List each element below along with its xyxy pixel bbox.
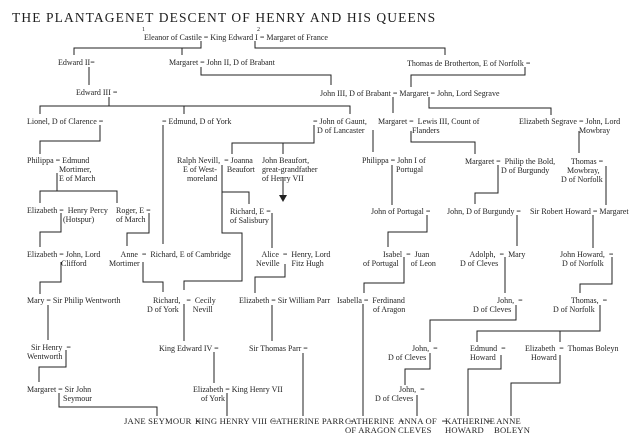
queen-label-line: BOLEYN bbox=[487, 425, 531, 435]
person-node: Alice = Henry, Lord bbox=[256, 250, 331, 259]
person-node: John, = bbox=[473, 296, 523, 305]
marriage-number-1: 1 bbox=[142, 27, 145, 33]
person-node: Ralph Nevill, = Joanna bbox=[177, 156, 253, 165]
person-node-line: Howard bbox=[470, 353, 496, 362]
person-node: Sir Thomas Parr = bbox=[249, 344, 308, 353]
queen-label: KATHERINE bbox=[445, 416, 496, 426]
person-node: John, = bbox=[388, 344, 438, 353]
person-node-line: of Salisbury bbox=[230, 216, 269, 225]
person-node: Sir Robert Howard = Margaret bbox=[530, 207, 629, 216]
person-node-line: Clifford bbox=[27, 259, 87, 268]
person-node-line: Mowbray bbox=[519, 126, 611, 135]
person-node-line: moreland bbox=[177, 174, 218, 183]
queen-label-line: CLEVES bbox=[398, 425, 432, 435]
person-node: = Edmund, D of York bbox=[162, 117, 232, 126]
queen-label: CATHERINE PARR = bbox=[270, 416, 355, 426]
person-node-line: D of Burgundy bbox=[465, 166, 550, 175]
person-node: Anne = Richard, E of Cambridge bbox=[109, 250, 231, 259]
person-node: Elizabeth = John, Lord bbox=[27, 250, 101, 259]
person-node-line: Mortimer, bbox=[27, 165, 92, 174]
queen-label: CATHERINE = bbox=[345, 416, 405, 426]
chart-title: THE PLANTAGENET DESCENT OF HENRY AND HIS… bbox=[12, 10, 437, 25]
person-node-line: Seymour bbox=[27, 394, 92, 403]
queen-label-line: HOWARD bbox=[445, 425, 484, 435]
person-node: Elizabeth Segrave = John, Lord bbox=[519, 117, 621, 126]
person-node-line: D of Norfolk bbox=[553, 305, 595, 314]
person-node-line: D of Lancaster bbox=[313, 126, 365, 135]
person-node-line: D of Cleves bbox=[460, 259, 499, 268]
person-node-line: D of Cleves bbox=[388, 353, 427, 362]
person-node: John, = bbox=[375, 385, 425, 394]
person-node: Margaret = Lewis III, Count of bbox=[378, 117, 480, 126]
person-node-line: Mortimer bbox=[109, 259, 140, 268]
marriage-number-2: 2 bbox=[257, 27, 260, 33]
person-node: = John of Gaunt, bbox=[313, 117, 367, 126]
person-node-line: of Portugal of Leon bbox=[363, 259, 436, 268]
person-node: John of Portugal = bbox=[371, 207, 431, 216]
down-arrow-icon bbox=[279, 195, 287, 202]
person-node: Thomas = bbox=[561, 157, 604, 166]
person-node: Eleanor of Castile = King Edward I = Mar… bbox=[144, 33, 328, 42]
person-node: Philippa = John I of bbox=[362, 156, 426, 165]
person-node-line: D of Norfolk bbox=[561, 175, 603, 184]
queen-label: = ANNE bbox=[487, 416, 521, 426]
person-node: Isabel = Juan bbox=[363, 250, 430, 259]
person-node: Isabella = Ferdinand bbox=[337, 296, 405, 305]
person-node: Margaret = Sir John bbox=[27, 385, 92, 394]
person-node-line: D of Cleves bbox=[473, 305, 512, 314]
queen-label: KING HENRY VIII = bbox=[195, 416, 277, 426]
person-node: Thomas de Brotherton, E of Norfolk = bbox=[407, 59, 531, 68]
person-node: Adolph, = Mary bbox=[460, 250, 526, 259]
person-node-line: of York bbox=[193, 394, 226, 403]
person-node-line: of March bbox=[116, 215, 146, 224]
person-node-line: Portugal bbox=[362, 165, 424, 174]
queen-label: ANNA OF = bbox=[398, 416, 447, 426]
person-node-line: of Aragon bbox=[337, 305, 406, 314]
person-node-line: great-grandfather bbox=[262, 165, 318, 174]
person-node-line: Neville Fitz Hugh bbox=[256, 259, 324, 268]
person-node: John III, D of Brabant = Margaret = John… bbox=[320, 89, 500, 98]
person-node-line: D of Norfolk bbox=[560, 259, 604, 268]
person-node: Margaret = John II, D of Brabant bbox=[169, 58, 275, 67]
person-node-line: Mowbray, bbox=[561, 166, 600, 175]
person-node: Richard, E = bbox=[230, 207, 271, 216]
person-node-line: Wentworth bbox=[27, 352, 63, 361]
person-node: John, D of Burgundy = bbox=[447, 207, 521, 216]
person-node: Edmund = bbox=[470, 344, 506, 353]
person-node: Margaret = Philip the Bold, bbox=[465, 157, 556, 166]
person-node: Elizabeth = Henry Percy bbox=[27, 206, 108, 215]
person-node: Mary = Sir Philip Wentworth bbox=[27, 296, 121, 305]
person-node: Thomas, = bbox=[553, 296, 608, 305]
person-node: Elizabeth = Thomas Boleyn bbox=[525, 344, 619, 353]
person-node-line: E of West- Beaufort bbox=[177, 165, 255, 174]
person-node: Sir Henry = bbox=[27, 343, 71, 352]
person-node-line: D of Cleves bbox=[375, 394, 414, 403]
queen-label: JANE SEYMOUR = bbox=[124, 416, 202, 426]
person-node: Elizabeth = Sir William Parr bbox=[239, 296, 331, 305]
queen-label-line: OF ARAGON bbox=[345, 425, 397, 435]
person-node-line: of Henry VII bbox=[262, 174, 304, 183]
person-node-line: (Hotspur) bbox=[27, 215, 95, 224]
person-node-line: Howard bbox=[525, 353, 557, 362]
person-node: Elizabeth = King Henry VII bbox=[193, 385, 283, 394]
person-node: King Edward IV = bbox=[159, 344, 219, 353]
person-node: John Howard, = bbox=[560, 250, 614, 259]
person-node: John Beaufort, bbox=[262, 156, 310, 165]
person-node: Philippa = Edmund bbox=[27, 156, 90, 165]
person-node: Richard, = Cecily bbox=[147, 296, 216, 305]
person-node-line: D of York Nevill bbox=[147, 305, 213, 314]
person-node-line: Flanders bbox=[378, 126, 440, 135]
person-node: Lionel, D of Clarence = bbox=[27, 117, 104, 126]
person-node: Edward II= bbox=[58, 58, 95, 67]
person-node: Roger, E = bbox=[116, 206, 151, 215]
person-node: Edward III = bbox=[76, 88, 118, 97]
person-node-line: E of March bbox=[27, 174, 96, 183]
